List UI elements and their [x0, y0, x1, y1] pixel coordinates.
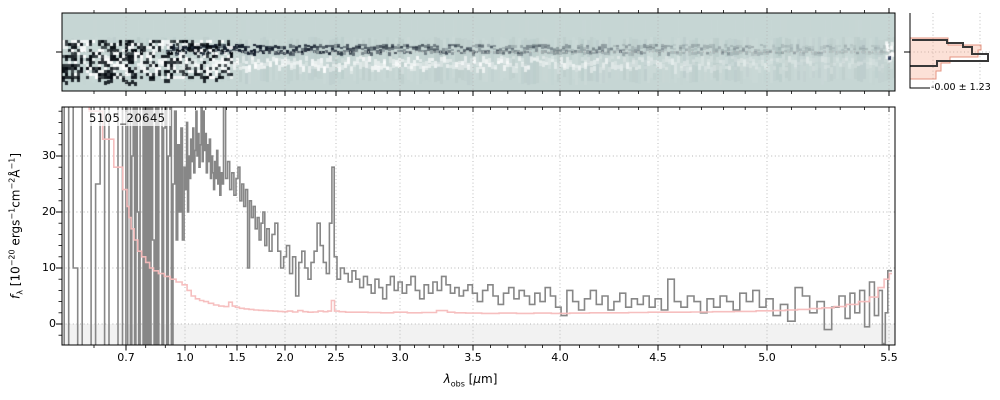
x-tick-label: 3.0	[391, 351, 409, 364]
error-spectrum-line	[88, 107, 892, 315]
panel-2d-frame	[61, 12, 896, 92]
main-panel-frame	[61, 106, 896, 346]
hist-data-line	[910, 39, 989, 67]
y-tick-label: 30	[42, 149, 56, 162]
x-tick-label: 0.7	[117, 351, 135, 364]
x-tick-label: 4.0	[551, 351, 569, 364]
x-tick-label: 3.5	[464, 351, 482, 364]
x-tick-label: 1.5	[228, 351, 246, 364]
x-axis-label: λobs [μm]	[443, 372, 498, 389]
x-tick-label: 2.0	[276, 351, 294, 364]
flux-spectrum-line	[63, 107, 892, 345]
x-tick-label: 4.5	[649, 351, 667, 364]
x-tick-label: 5.5	[880, 351, 898, 364]
y-tick-label: 10	[42, 261, 56, 274]
y-axis-label: fλ [10−20 ergs−1cm−2Å−1]	[7, 152, 25, 300]
source-id-label: 5105_20645	[84, 110, 171, 126]
x-tick-label: 2.5	[327, 351, 345, 364]
y-tick-label: 20	[42, 205, 56, 218]
spectrum-2d-image	[62, 13, 895, 91]
x-tick-label: 5.0	[758, 351, 776, 364]
histogram-stats-annotation: -0.00 ± 1.23	[931, 82, 991, 93]
hist-model-fill	[909, 37, 982, 80]
below-zero-shade	[62, 324, 895, 345]
hist-spines	[909, 13, 930, 89]
y-tick-label: 0	[49, 317, 56, 330]
x-tick-label: 1.0	[176, 351, 194, 364]
